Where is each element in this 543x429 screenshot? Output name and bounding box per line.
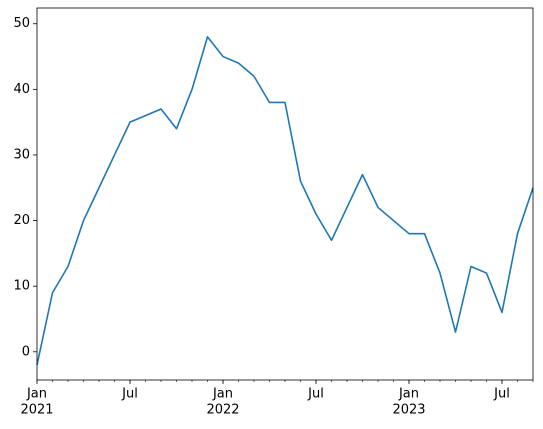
x-tick-year: 2021 bbox=[20, 403, 53, 418]
x-tick-year: 2022 bbox=[206, 403, 239, 418]
y-tick-label: 0 bbox=[22, 344, 30, 359]
y-tick-label: 40 bbox=[13, 82, 30, 97]
x-tick-label: Jan bbox=[212, 387, 233, 402]
x-tick-label: Jan bbox=[398, 387, 419, 402]
x-tick-label: Jul bbox=[121, 387, 138, 402]
x-tick-year: 2023 bbox=[392, 403, 425, 418]
y-tick-label: 30 bbox=[13, 147, 30, 162]
x-tick-label: Jul bbox=[307, 387, 324, 402]
x-tick-label: Jan bbox=[26, 387, 47, 402]
x-tick-label: Jul bbox=[493, 387, 510, 402]
plot-frame bbox=[36, 7, 534, 381]
y-tick-label: 50 bbox=[13, 16, 30, 31]
y-tick-label: 10 bbox=[13, 279, 30, 294]
y-tick-label: 20 bbox=[13, 213, 30, 228]
line bbox=[36, 36, 534, 366]
